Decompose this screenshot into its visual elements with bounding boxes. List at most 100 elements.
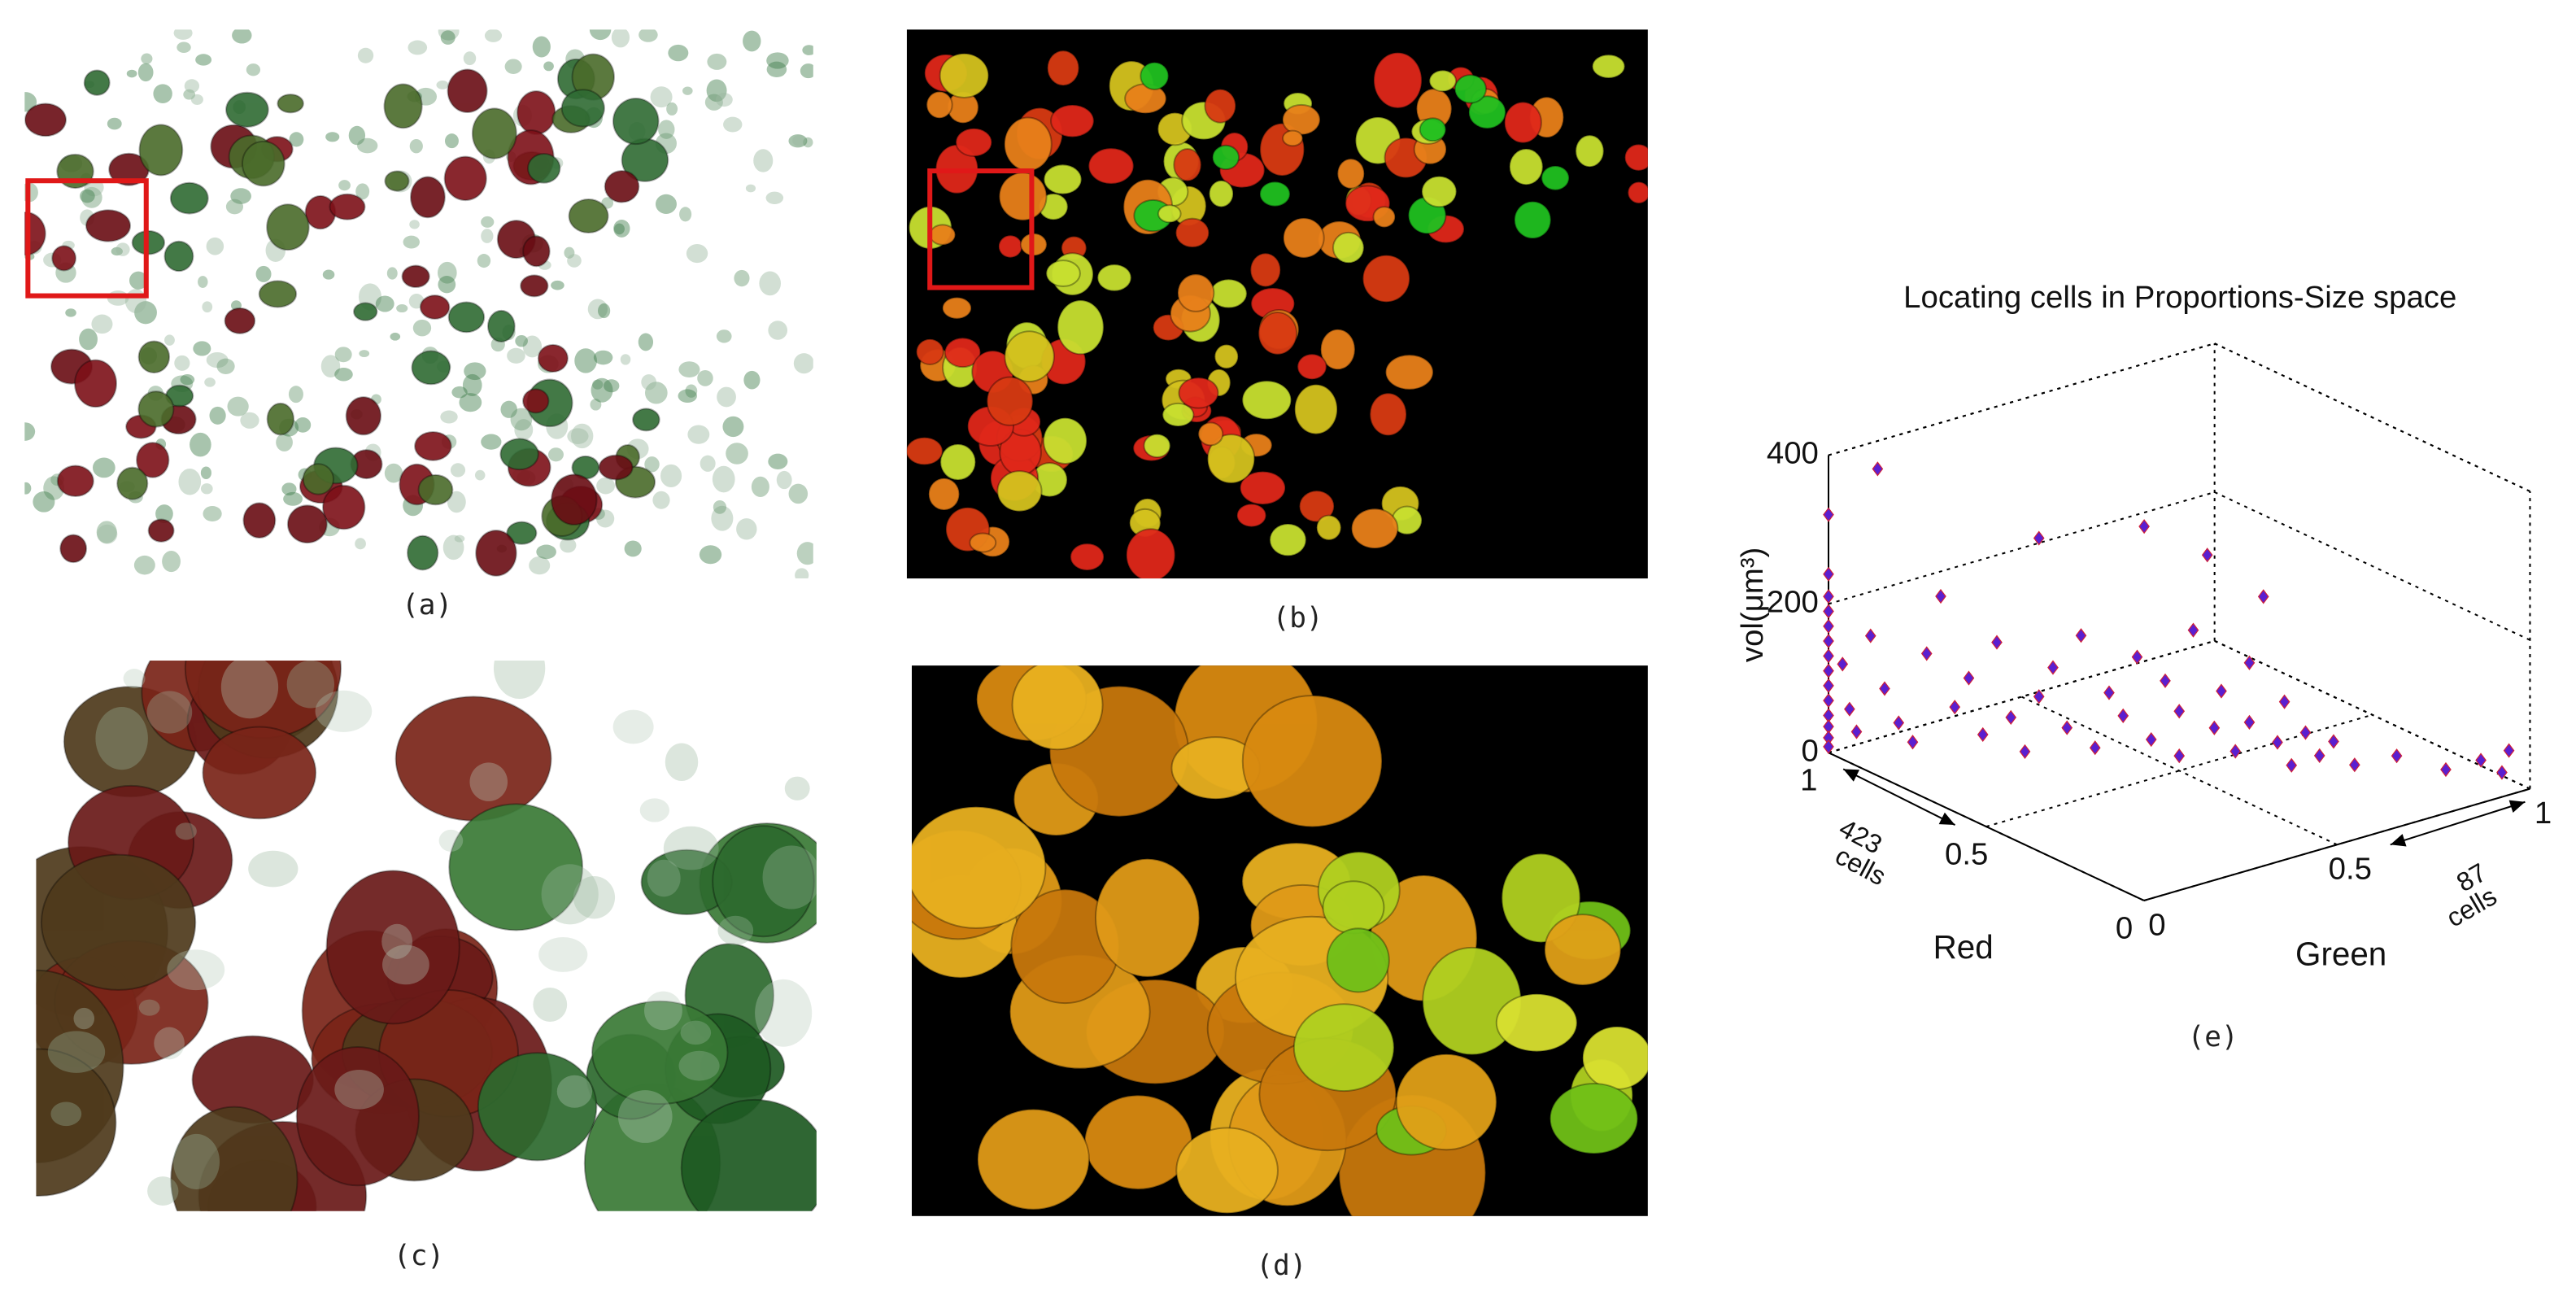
data-point xyxy=(2243,714,2256,730)
cell-blob xyxy=(926,90,953,120)
cell-blob xyxy=(180,374,195,386)
data-point xyxy=(2061,720,2073,735)
cell-blob xyxy=(444,133,459,149)
cell-blob xyxy=(79,328,98,351)
cell-blob xyxy=(190,432,211,457)
cell-blob xyxy=(258,280,298,308)
cell-blob xyxy=(1332,231,1365,264)
cell-blob xyxy=(1428,69,1458,93)
cell-blob xyxy=(969,532,997,553)
cell-blob xyxy=(471,107,517,159)
cell-blob xyxy=(507,347,525,364)
cell-blob xyxy=(286,504,328,544)
cell-blob xyxy=(200,483,213,495)
cell-blob xyxy=(520,274,549,298)
panel-label: (d) xyxy=(1256,1250,1306,1282)
cell-blob xyxy=(147,1176,179,1206)
cell-blob xyxy=(184,79,200,94)
arrow-head xyxy=(1938,812,1955,826)
cell-blob xyxy=(596,477,616,495)
data-point xyxy=(2160,673,2171,688)
cell-blob xyxy=(1043,164,1083,195)
data-point xyxy=(2313,748,2325,763)
x-tick-label: 0.5 xyxy=(1945,837,1988,872)
cell-blob xyxy=(462,373,482,397)
cell-blob xyxy=(927,477,961,512)
cell-blob xyxy=(504,59,522,74)
data-point xyxy=(1935,588,1946,604)
cell-blob xyxy=(567,428,589,445)
data-point xyxy=(2131,649,2143,665)
cell-blob xyxy=(407,534,439,571)
cell-blob xyxy=(529,556,551,575)
cell-blob xyxy=(1369,392,1408,437)
cell-blob xyxy=(1042,417,1087,465)
data-point xyxy=(1837,656,1849,672)
cell-blob xyxy=(1241,380,1292,421)
cell-blob xyxy=(596,509,615,528)
cell-blob xyxy=(768,321,788,340)
cell-blob xyxy=(1281,103,1321,136)
cell-blob xyxy=(203,505,222,521)
cell-blob xyxy=(911,805,1047,929)
grid-line xyxy=(2214,342,2530,492)
cell-blob xyxy=(474,469,486,481)
cell-blob xyxy=(564,246,575,259)
data-point xyxy=(1823,589,1834,604)
cell-blob xyxy=(1087,147,1135,185)
arrow-head xyxy=(2508,800,2526,813)
data-point xyxy=(1872,461,1884,477)
panel-label: (e) xyxy=(2188,1021,2238,1053)
cell-blob xyxy=(79,189,95,203)
cell-blob xyxy=(699,545,722,565)
cell-blob xyxy=(440,30,455,45)
cell-blob xyxy=(1544,914,1622,986)
cell-blob xyxy=(604,379,620,393)
cell-blob xyxy=(1175,217,1210,248)
cell-blob xyxy=(481,229,494,243)
cell-blob xyxy=(390,332,401,341)
data-point xyxy=(2145,731,2157,748)
cell-blob xyxy=(802,45,813,55)
cell-blob xyxy=(169,181,209,215)
cell-blob xyxy=(592,379,604,390)
cell-blob xyxy=(560,538,577,553)
cell-blob xyxy=(225,198,244,215)
cell-blob xyxy=(941,296,972,320)
cell-blob xyxy=(195,54,212,66)
chart-title: Locating cells in Proportions-Size space xyxy=(1903,280,2456,315)
cell-blob xyxy=(154,1027,185,1060)
cell-blob xyxy=(484,29,503,42)
cell-blob xyxy=(381,923,413,959)
cell-blob xyxy=(538,936,588,972)
cell-blob xyxy=(59,534,88,564)
cell-blob xyxy=(322,269,335,280)
cell-blob xyxy=(481,434,502,450)
cell-blob xyxy=(447,491,466,513)
cell-blob xyxy=(357,47,374,63)
cell-blob xyxy=(722,416,744,438)
cell-blob xyxy=(357,137,378,154)
cell-blob xyxy=(716,329,732,343)
cell-blob xyxy=(167,949,225,991)
cell-blob xyxy=(198,276,208,288)
cell-blob xyxy=(73,359,118,408)
cell-blob xyxy=(286,661,335,709)
cell-blob xyxy=(334,368,353,382)
cell-blob xyxy=(443,155,487,202)
data-point xyxy=(2257,589,2269,604)
cell-blob xyxy=(1627,181,1648,204)
cell-blob xyxy=(1241,694,1383,828)
cell-blob xyxy=(325,870,460,1025)
cell-blob xyxy=(1624,143,1648,172)
cell-blob xyxy=(396,304,408,313)
data-point xyxy=(1864,628,1876,643)
cell-blob xyxy=(1157,204,1182,224)
cell-blob xyxy=(394,696,552,822)
cell-blob xyxy=(359,350,370,358)
cell-blob xyxy=(447,68,488,114)
data-point xyxy=(1963,670,1975,686)
cell-blob xyxy=(1249,252,1282,288)
cell-blob xyxy=(759,271,781,296)
data-point xyxy=(2299,725,2312,740)
